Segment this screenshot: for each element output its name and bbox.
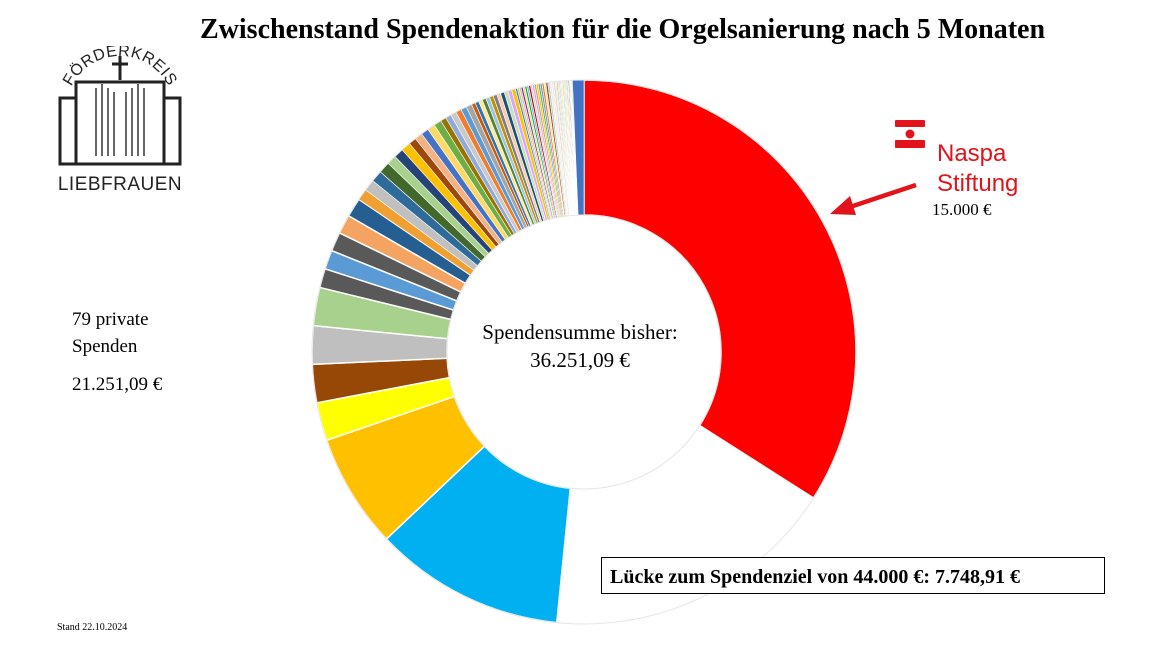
center-label-title: Spendensumme bisher: (482, 320, 678, 344)
organ-building-icon (58, 56, 182, 166)
chart-title: Zwischenstand Spendenaktion für die Orge… (200, 14, 1046, 45)
gap-to-goal-text: Lücke zum Spendenziel von 44.000 €: 7.74… (610, 566, 1021, 588)
center-label: Spendensumme bisher: 36.251,09 € (450, 318, 710, 374)
naspa-name-line2: Stiftung (937, 170, 1018, 197)
foerderkreis-logo: FÖRDERKREIS LIEBFRAUEN (58, 46, 182, 195)
gap-to-goal-box: Lücke zum Spendenziel von 44.000 €: 7.74… (601, 557, 1105, 594)
donut-slices (311, 79, 857, 625)
private-donations-amount: 21.251,09 € (72, 374, 163, 395)
naspa-stiftung-logo: Naspa Stiftung (895, 120, 1018, 197)
donut-hole (446, 214, 722, 490)
arrow-icon (830, 182, 917, 215)
naspa-amount: 15.000 € (932, 200, 992, 219)
logo-line2: LIEBFRAUEN (58, 174, 182, 195)
center-label-amount: 36.251,09 € (530, 348, 630, 372)
naspa-name-line1: Naspa (937, 140, 1007, 167)
private-donations-label: 79 private Spenden (72, 309, 149, 357)
as-of-date: Stand 22.10.2024 (57, 622, 128, 633)
donut-outer-outline (311, 79, 857, 625)
sparkasse-icon (895, 120, 925, 148)
organ-pipes-icon (95, 84, 145, 156)
